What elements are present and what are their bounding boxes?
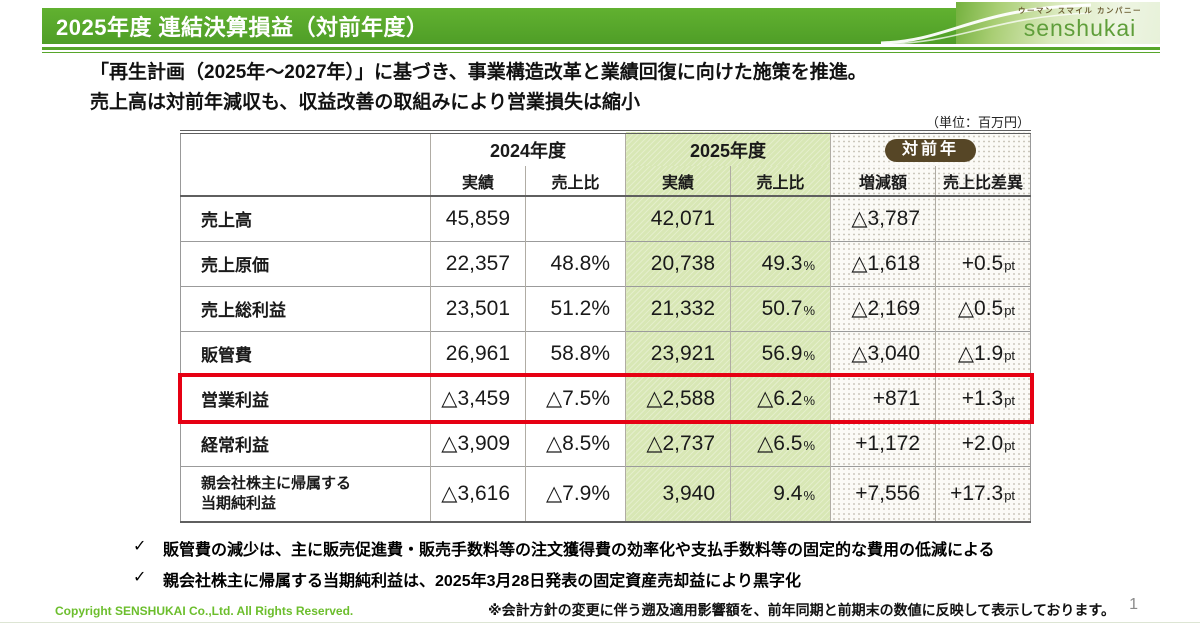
subheader-yoy-amount: 増減額	[830, 166, 936, 196]
row-label: 営業利益	[201, 391, 269, 410]
check-icon: ✓	[133, 569, 147, 586]
subheader-fy2025-ratio: 売上比	[730, 166, 831, 196]
col-group-2025: 2025年度	[625, 132, 831, 166]
table-row: 売上原価 22,357 48.8% 20,738 49.3% △1,618 +0.5pt	[180, 241, 1031, 286]
row-label: 販管費	[201, 346, 252, 365]
col-group-yoy: 対前年	[830, 132, 1031, 166]
cell-yoy-amount: △3,040	[830, 331, 936, 376]
bottom-divider	[0, 622, 1200, 623]
table-row: 親会社株主に帰属する 当期純利益 △3,616 △7.9% 3,940 9.4% +7,55…	[180, 466, 1031, 522]
cell-fy2024-actual: 22,357	[430, 241, 526, 286]
table-row: 営業利益 △3,459 △7.5% △2,588 △6.2% +871 +1.3pt	[180, 376, 1031, 421]
cell-yoy-amount: △3,787	[830, 196, 936, 241]
cell-fy2024-ratio: 51.2%	[524, 286, 626, 331]
cell-fy2025-actual: △2,588	[625, 376, 731, 421]
cell-fy2025-actual: 42,071	[625, 196, 731, 241]
row-label: 親会社株主に帰属する 当期純利益	[201, 474, 352, 512]
cell-fy2025-ratio: △6.2%	[730, 376, 831, 421]
note-item: ✓ 親会社株主に帰属する当期純利益は、2025年3月28日発表の固定資産売却益に…	[133, 567, 995, 591]
subheader-fy2024-actual: 実績	[430, 166, 526, 196]
table-row: 売上総利益 23,501 51.2% 21,332 50.7% △2,169 △0.5pt	[180, 286, 1031, 331]
company-logo: ウーマン スマイル カンパニー senshukai	[880, 2, 1160, 45]
unit-note: （単位：百万円）	[925, 115, 1030, 130]
row-label: 売上総利益	[201, 301, 286, 320]
cell-yoy-amount: +1,172	[830, 421, 936, 466]
note-item: ✓ 販管費の減少は、主に販売促進費・販売手数料等の注文獲得費の効率化や支払手数料…	[133, 536, 995, 560]
cell-fy2025-ratio: △6.5%	[730, 421, 831, 466]
logo-name: senshukai	[1023, 15, 1137, 41]
cell-fy2024-actual: △3,616	[430, 466, 526, 522]
subheader-fy2024-ratio: 売上比	[524, 166, 626, 196]
table-row: 経常利益 △3,909 △8.5% △2,737 △6.5% +1,172 +2.0pt	[180, 421, 1031, 466]
page-number: 1	[1129, 596, 1138, 613]
cell-fy2024-ratio	[524, 196, 626, 241]
cell-fy2025-actual: 21,332	[625, 286, 731, 331]
logo-wave-icon	[880, 3, 1092, 45]
page-title: 2025年度 連結決算損益（対前年度）	[56, 15, 429, 40]
notes: ✓ 販管費の減少は、主に販売促進費・販売手数料等の注文獲得費の効率化や支払手数料…	[133, 536, 995, 598]
table-row: 販管費 26,961 58.8% 23,921 56.9% △3,040 △1.9pt	[180, 331, 1031, 376]
cell-yoy-ratio-diff	[935, 196, 1031, 241]
results-table-wrap: 2024年度 2025年度 対前年 実績 売上比 実績 売上比 増減額 売上比差…	[177, 130, 1034, 523]
row-label: 売上高	[201, 211, 252, 231]
results-table: 2024年度 2025年度 対前年 実績 売上比 実績 売上比 増減額 売上比差…	[180, 130, 1032, 523]
cell-yoy-ratio-diff: +2.0pt	[935, 421, 1031, 466]
note-text: 販管費の減少は、主に販売促進費・販売手数料等の注文獲得費の効率化や支払手数料等の…	[163, 542, 995, 559]
col-group-2024: 2024年度	[429, 132, 626, 166]
yoy-badge: 対前年	[885, 138, 977, 163]
cell-yoy-ratio-diff: △1.9pt	[935, 331, 1031, 376]
check-icon: ✓	[133, 538, 147, 555]
logo-text: ウーマン スマイル カンパニー senshukai	[1010, 5, 1150, 41]
logo-tagline: ウーマン スマイル カンパニー	[1018, 6, 1142, 15]
row-label: 売上原価	[201, 256, 269, 275]
cell-yoy-amount: +871	[830, 376, 936, 421]
cell-yoy-amount: +7,556	[830, 466, 936, 522]
row-label-header	[181, 132, 431, 196]
cell-fy2024-actual: 23,501	[430, 286, 526, 331]
cell-yoy-ratio-diff: +1.3pt	[935, 376, 1031, 421]
results-table-body: 売上高 45,859 42,071 △3,787 売上原価 22,357 48.8% 20,7…	[180, 196, 1031, 522]
cell-fy2024-actual: 45,859	[430, 196, 526, 241]
cell-yoy-amount: △1,618	[830, 241, 936, 286]
intro-line-1: 「再生計画（2025年～2027年）」に基づき、事業構造改革と業績回復に向けた施…	[90, 62, 867, 83]
cell-fy2024-ratio: 58.8%	[524, 331, 626, 376]
footnote: ※会計方針の変更に伴う遡及適用影響額を、前年同期と前期末の数値に反映して表示して…	[488, 602, 1115, 618]
cell-fy2025-ratio: 49.3%	[730, 241, 831, 286]
cell-fy2024-ratio: △8.5%	[524, 421, 626, 466]
cell-yoy-ratio-diff: △0.5pt	[935, 286, 1031, 331]
cell-fy2025-actual: 23,921	[625, 331, 731, 376]
row-label: 経常利益	[201, 436, 269, 455]
cell-fy2024-actual: 26,961	[430, 331, 526, 376]
cell-fy2024-ratio: △7.5%	[524, 376, 626, 421]
cell-fy2025-ratio	[730, 196, 831, 241]
cell-fy2025-actual: 20,738	[625, 241, 731, 286]
note-text: 親会社株主に帰属する当期純利益は、2025年3月28日発表の固定資産売却益により…	[163, 573, 801, 590]
cell-fy2025-actual: 3,940	[625, 466, 731, 522]
cell-yoy-amount: △2,169	[830, 286, 936, 331]
intro-line-2: 売上高は対前年減収も、収益改善の取組みにより営業損失は縮小	[90, 92, 641, 113]
table-row: 売上高 45,859 42,071 △3,787	[180, 196, 1031, 241]
subheader-yoy-ratio-diff: 売上比差異	[935, 166, 1031, 196]
cell-fy2025-ratio: 50.7%	[730, 286, 831, 331]
title-bar: 2025年度 連結決算損益（対前年度）	[42, 8, 958, 44]
cell-yoy-ratio-diff: +17.3pt	[935, 466, 1031, 522]
copyright: Copyright SENSHUKAI Co.,Ltd. All Rights …	[55, 604, 354, 618]
intro-text: 「再生計画（2025年～2027年）」に基づき、事業構造改革と業績回復に向けた施…	[90, 58, 867, 118]
cell-fy2025-ratio: 56.9%	[730, 331, 831, 376]
header-underline	[42, 47, 1160, 53]
cell-yoy-ratio-diff: +0.5pt	[935, 241, 1031, 286]
cell-fy2024-actual: △3,909	[430, 421, 526, 466]
cell-fy2025-actual: △2,737	[625, 421, 731, 466]
subheader-fy2025-actual: 実績	[625, 166, 731, 196]
cell-fy2025-ratio: 9.4%	[730, 466, 831, 522]
cell-fy2024-ratio: △7.9%	[524, 466, 626, 522]
cell-fy2024-ratio: 48.8%	[524, 241, 626, 286]
cell-fy2024-actual: △3,459	[430, 376, 526, 421]
